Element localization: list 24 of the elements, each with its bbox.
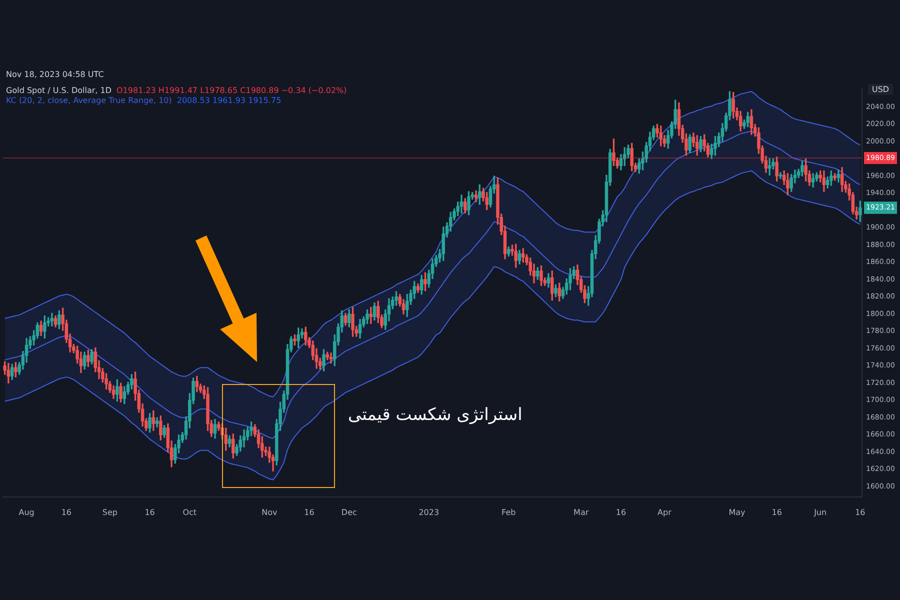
x-tick-label: Aug (18, 508, 34, 517)
x-tick-label: 16 (304, 508, 314, 517)
y-axis-title: USD (868, 84, 894, 95)
x-tick-label: Sep (102, 508, 118, 517)
x-tick-label: Apr (658, 508, 672, 517)
annotation: O1981.23 H1991.47 L1978.65 C1980.89 −0.34 (−0.02%) (116, 86, 347, 95)
chart-title: Gold Spot / U.S. Dollar, 1D (6, 86, 112, 95)
x-tick-label: Oct (182, 508, 197, 517)
text: KC (20, 2, close, Average True Range, 10) (6, 96, 172, 105)
x-tick-label: 16 (144, 508, 155, 517)
x-tick-label: 2023 (418, 508, 440, 517)
x-tick-label: Dec (341, 508, 357, 517)
x-tick-label: 16 (855, 508, 866, 517)
x-tick-label: Mar (574, 508, 590, 517)
text: Nov 18, 2023 04:58 UTC (6, 70, 104, 79)
x-tick-label: Nov (262, 508, 278, 517)
x-tick-label: 16 (616, 508, 626, 517)
annotation: 2008.53 1961.93 1915.75 (176, 96, 282, 105)
x-tick-label: 16 (772, 508, 782, 517)
x-tick-label: May (728, 508, 746, 517)
annotation: استراتژی شکست قیمتی (348, 405, 522, 425)
x-tick-label: 16 (61, 508, 72, 517)
x-tick-label: Feb (502, 508, 516, 517)
x-tick-label: Jun (813, 508, 827, 517)
